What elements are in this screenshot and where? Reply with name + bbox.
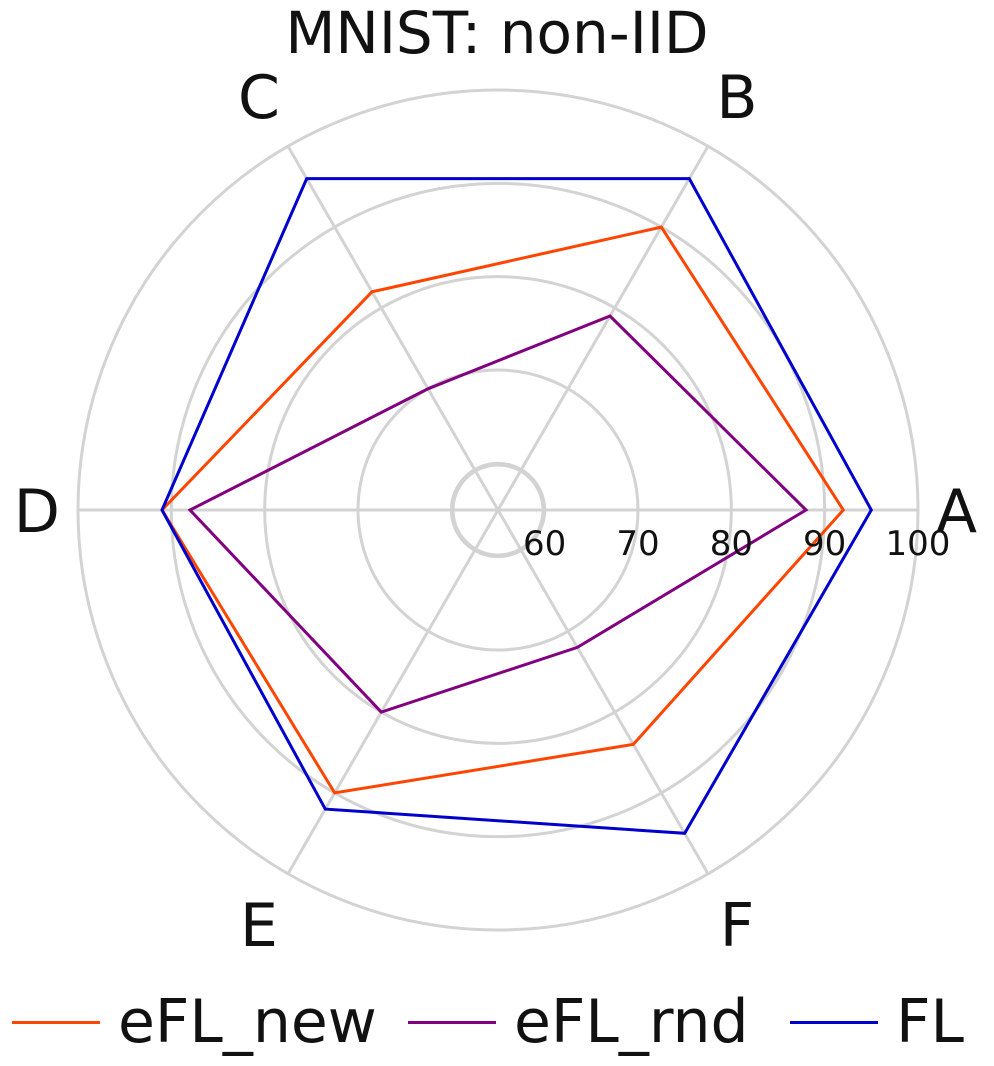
spoke-B: [496, 145, 710, 511]
category-label-B: B: [716, 63, 757, 133]
grid-layer: [76, 88, 920, 932]
category-label-F: F: [720, 891, 755, 961]
spoke-F: [496, 509, 710, 875]
chart-title: MNIST: non-IID: [285, 0, 709, 67]
category-label-E: E: [240, 891, 278, 961]
category-label-C: C: [238, 63, 280, 133]
legend-item-eFL_rnd: eFL_rnd: [408, 982, 749, 1062]
spoke-C: [286, 145, 500, 511]
tick-label-60: 60: [523, 524, 566, 564]
tick-label-80: 80: [710, 524, 753, 564]
category-label-A: A: [936, 477, 977, 547]
legend-swatch: [790, 1020, 878, 1024]
series-layer: [160, 177, 874, 835]
legend-label: FL: [896, 987, 964, 1057]
legend-item-eFL_new: eFL_new: [12, 982, 377, 1062]
legend: eFL_new eFL_rnd FL: [0, 982, 994, 1062]
series-line-FL: [160, 177, 874, 835]
series-line-eFL_rnd: [187, 314, 809, 714]
legend-swatch: [408, 1020, 496, 1024]
category-label-D: D: [14, 477, 60, 547]
spoke-E: [286, 509, 500, 875]
legend-swatch: [12, 1020, 100, 1024]
tick-label-90: 90: [803, 524, 846, 564]
legend-item-FL: FL: [790, 982, 964, 1062]
tick-label-70: 70: [616, 524, 659, 564]
legend-label: eFL_new: [118, 987, 377, 1057]
tick-label-100: 100: [886, 524, 951, 564]
legend-label: eFL_rnd: [514, 987, 749, 1057]
